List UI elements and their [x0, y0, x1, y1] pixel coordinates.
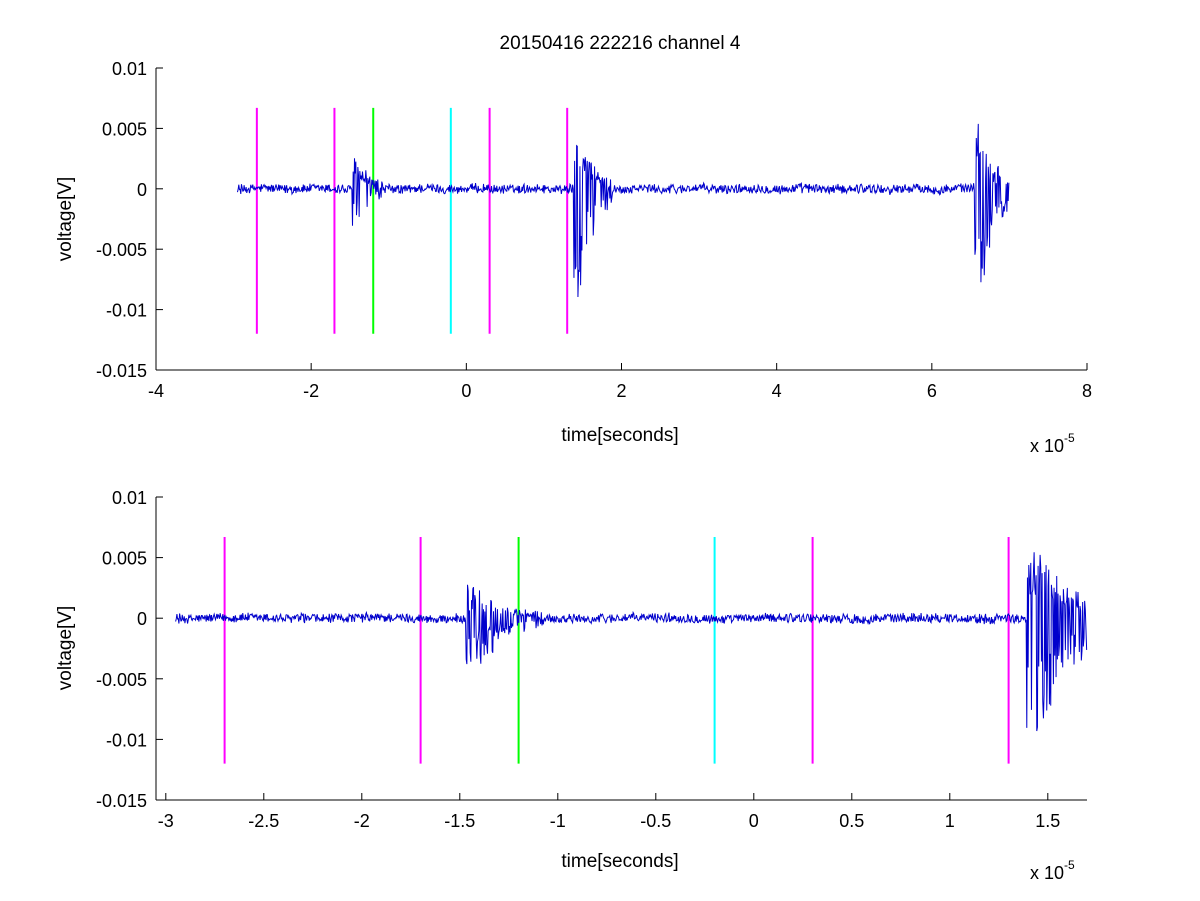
bottom-x-tick-label: -0.5: [640, 811, 671, 831]
bottom-signal-line: [175, 552, 1088, 732]
top-x-ticks: -4 -2 0 2 4 6 8: [148, 363, 1092, 401]
bottom-y-ticks: 0.01 0.005 0 -0.005 -0.01 -0.015: [96, 488, 163, 811]
top-y-tick-label: -0.015: [96, 361, 147, 381]
top-x-tick-label: 8: [1082, 381, 1092, 401]
bottom-x-tick-label: -2.5: [248, 811, 279, 831]
bottom-y-tick-label: 0.01: [112, 488, 147, 508]
bottom-y-tick-label: -0.015: [96, 791, 147, 811]
top-x-tick-label: 6: [927, 381, 937, 401]
bottom-x-tick-label: -1.5: [444, 811, 475, 831]
top-y-tick-label: 0: [137, 180, 147, 200]
bottom-x-tick-label: 0.5: [839, 811, 864, 831]
top-x-tick-label: 0: [461, 381, 471, 401]
bottom-x-ticks: -3 -2.5 -2 -1.5 -1 -0.5 0 0.5 1 1.5: [158, 793, 1060, 831]
top-x-multiplier: x 10-5: [1030, 431, 1075, 456]
bottom-x-tick-label: -3: [158, 811, 174, 831]
chart-title: 20150416 222216 channel 4: [500, 33, 741, 54]
bottom-y-tick-label: 0.005: [102, 549, 147, 569]
bottom-y-tick-label: 0: [137, 609, 147, 629]
bottom-x-tick-label: 0: [749, 811, 759, 831]
bottom-y-tick-label: -0.005: [96, 670, 147, 690]
bottom-marker-lines: [223, 536, 1010, 764]
top-signal-line: [236, 123, 1010, 297]
top-y-axis-label: voltage[V]: [55, 177, 76, 262]
top-marker-lines: [255, 107, 569, 334]
top-x-tick-label: -4: [148, 381, 164, 401]
top-y-tick-label: -0.01: [106, 301, 147, 321]
top-x-tick-label: 2: [616, 381, 626, 401]
top-y-tick-label: -0.005: [96, 240, 147, 260]
top-x-tick-label: -2: [303, 381, 319, 401]
top-y-tick-label: 0.005: [102, 119, 147, 139]
bottom-plot-panel: -3 -2.5 -2 -1.5 -1 -0.5 0 0.5 1 1.5 0.01 0.005 0 -0.…: [55, 488, 1088, 883]
bottom-x-axis-label: time[seconds]: [561, 851, 678, 872]
bottom-plot-area: [156, 497, 1087, 800]
top-x-axis-label: time[seconds]: [561, 425, 678, 446]
top-plot-area: [156, 68, 1087, 370]
bottom-x-tick-label: -1: [550, 811, 566, 831]
top-y-tick-label: 0.01: [112, 59, 147, 79]
bottom-y-tick-label: -0.01: [106, 730, 147, 750]
bottom-x-tick-label: 1.5: [1035, 811, 1060, 831]
bottom-x-multiplier: x 10-5: [1030, 858, 1075, 883]
bottom-x-tick-label: 1: [945, 811, 955, 831]
top-y-ticks: 0.01 0.005 0 -0.005 -0.01 -0.015: [96, 59, 163, 381]
bottom-y-axis-label: voltage[V]: [55, 606, 76, 691]
bottom-x-tick-label: -2: [354, 811, 370, 831]
top-x-tick-label: 4: [772, 381, 782, 401]
top-plot-panel: -4 -2 0 2 4 6 8 0.01 0.005 0 -0.005 -0.01 -0.015 ti…: [55, 59, 1092, 456]
